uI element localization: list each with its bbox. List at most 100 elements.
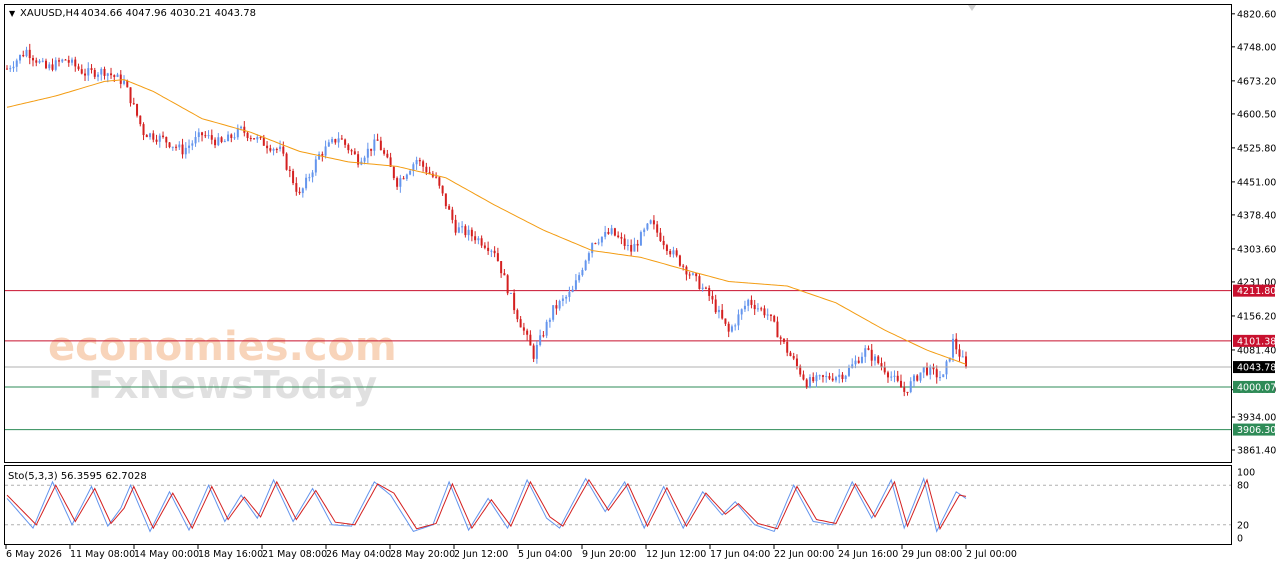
candle	[301, 187, 304, 198]
candle	[474, 231, 477, 244]
price-tick-label: 3861.40	[1237, 445, 1276, 456]
candle	[214, 137, 217, 149]
candle	[155, 134, 158, 145]
candle	[789, 350, 792, 357]
candle	[275, 147, 278, 154]
candle	[643, 227, 646, 237]
candle	[376, 133, 379, 141]
candle	[734, 323, 737, 331]
candle	[119, 70, 122, 89]
candle	[305, 173, 308, 191]
stochastic-tick-label: 20	[1237, 520, 1249, 531]
candle	[262, 134, 265, 146]
candle	[867, 345, 870, 351]
current-price-label: 4043.78	[1237, 363, 1276, 374]
candle	[480, 235, 483, 248]
candle	[178, 141, 181, 151]
candle	[295, 177, 298, 196]
candle	[204, 131, 207, 139]
candle	[587, 251, 590, 264]
candle	[74, 56, 77, 72]
horizontal-levels[interactable]: 4211.80 4101.38 4000.07 3906.30	[5, 284, 1276, 436]
candle	[129, 87, 132, 107]
candle	[402, 175, 405, 180]
candle	[454, 214, 457, 236]
candle	[753, 299, 756, 316]
candle	[633, 237, 636, 252]
candle	[298, 187, 301, 195]
candle	[610, 224, 613, 236]
candle	[890, 371, 893, 382]
candle	[821, 374, 824, 383]
candle	[418, 157, 421, 167]
candle	[763, 305, 766, 318]
candle	[181, 138, 184, 159]
candle	[71, 57, 74, 66]
candle	[698, 273, 701, 290]
candle	[259, 136, 262, 140]
candle	[695, 272, 698, 282]
candle	[145, 133, 148, 138]
candle	[32, 55, 35, 67]
candle	[405, 173, 408, 181]
price-tick-label: 4303.60	[1237, 244, 1276, 255]
candle	[490, 249, 493, 258]
candle	[636, 239, 639, 252]
candle	[932, 363, 935, 375]
level-label: 4000.07	[1237, 382, 1276, 393]
candle	[782, 338, 785, 344]
candle	[35, 57, 38, 67]
candle	[558, 299, 561, 311]
candle	[626, 239, 629, 251]
candle	[363, 155, 366, 165]
time-tick-label: 5 Jun 04:00	[518, 549, 572, 560]
candle	[152, 130, 155, 143]
candle	[38, 59, 41, 64]
time-tick-label: 12 Jun 12:00	[646, 549, 706, 560]
candle	[191, 140, 194, 151]
candle	[870, 343, 873, 367]
candle	[584, 259, 587, 271]
candle	[802, 370, 805, 381]
stochastic-pane-frame	[4, 465, 1232, 545]
candle	[279, 140, 282, 152]
candle	[769, 314, 772, 322]
candle	[945, 359, 948, 380]
price-tick-label: 4156.20	[1237, 311, 1276, 322]
candle	[613, 227, 616, 237]
candle	[604, 225, 607, 240]
candle	[201, 131, 204, 142]
candle	[97, 72, 100, 82]
candle	[714, 294, 717, 314]
pane-scroll-handle-icon[interactable]	[968, 5, 976, 11]
candle	[730, 324, 733, 333]
candle	[916, 374, 919, 382]
price-tick-label: 4600.50	[1237, 109, 1276, 120]
ohlc-header: 4034.66 4047.96 4030.21 4043.78	[81, 8, 256, 19]
candle	[522, 322, 525, 336]
stochastic-header: Sto(5,3,3) 56.3595 62.7028	[8, 471, 147, 482]
time-tick-label: 29 Jun 08:00	[902, 549, 962, 560]
collapse-arrow-icon[interactable]: ▼	[9, 9, 16, 18]
candle	[327, 139, 330, 148]
candle	[893, 370, 896, 383]
candle	[834, 375, 837, 383]
current-price-tag: 4043.78	[1233, 361, 1276, 374]
candle	[28, 43, 31, 65]
candle	[828, 372, 831, 381]
candle	[864, 345, 867, 363]
candle	[236, 124, 239, 140]
symbol-header: XAUUSD,H4	[20, 8, 79, 19]
candle	[230, 133, 233, 143]
candle	[951, 333, 955, 363]
candle	[87, 62, 90, 81]
candle	[103, 66, 106, 80]
candle	[9, 65, 12, 72]
candle	[513, 289, 516, 315]
candle	[210, 129, 213, 145]
candle	[844, 374, 847, 383]
candle	[249, 135, 252, 142]
candle	[747, 298, 750, 312]
